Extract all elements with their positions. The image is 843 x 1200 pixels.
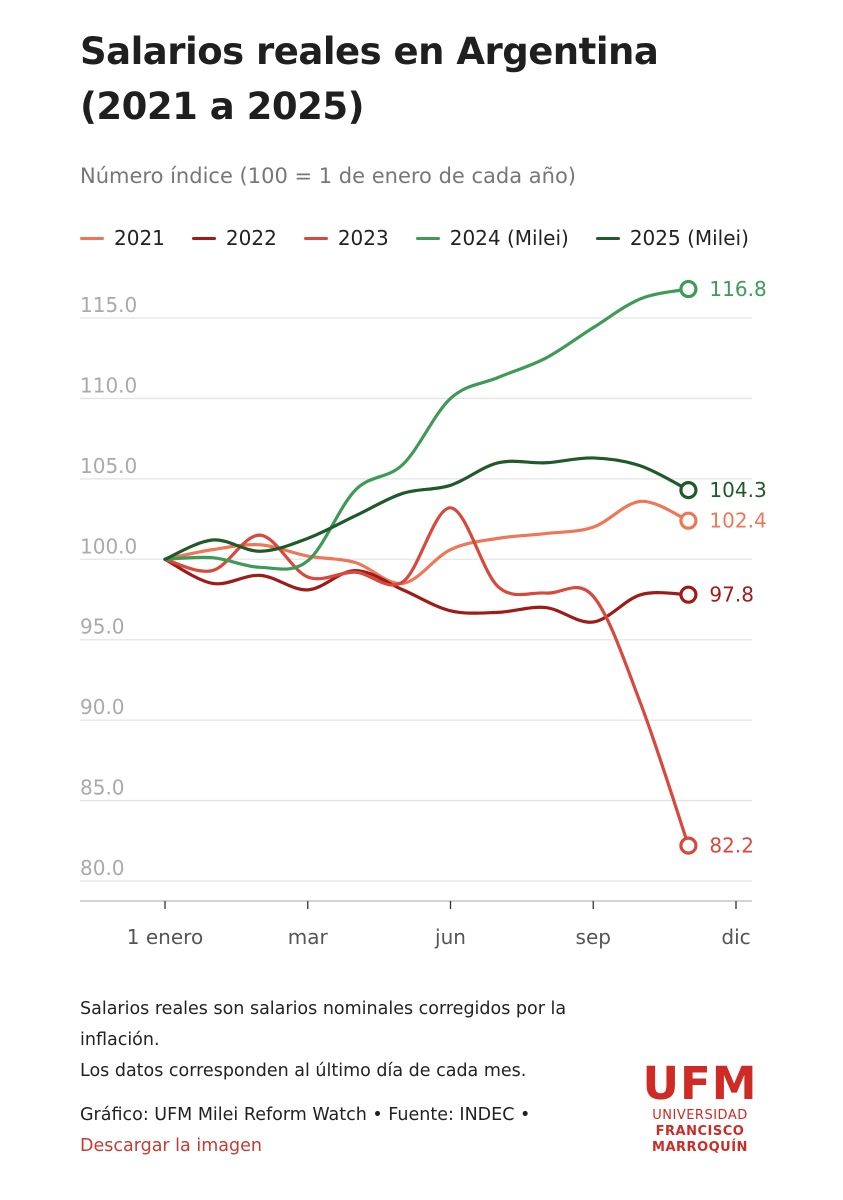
y-tick-label: 115.0 [80, 293, 137, 317]
x-tick-label: dic [721, 925, 750, 949]
legend-item-2025: 2025 (Milei) [595, 226, 749, 250]
legend-swatch-2022 [191, 236, 216, 240]
end-marker-2022 [679, 585, 698, 604]
logo-mark: UFM [642, 1057, 758, 1110]
end-label-2021: 102.4 [709, 509, 766, 533]
x-tick-label: sep [576, 925, 611, 949]
chart-title: Salarios reales en Argentina (2021 a 202… [80, 30, 659, 128]
y-tick-label: 105.0 [80, 454, 137, 478]
note-data-timing: Los datos corresponden al último día de … [80, 1061, 527, 1081]
logo-line-francisco: FRANCISCO [655, 1124, 745, 1139]
legend-label-2022: 2022 [225, 226, 277, 250]
end-marker-2025-milei [679, 481, 698, 500]
ufm-logo: UFM UNIVERSIDAD FRANCISCO MARROQUÍN [640, 1060, 760, 1156]
legend-swatch-2021 [80, 236, 104, 240]
legend-swatch-2025 [595, 236, 620, 240]
y-tick-label: 90.0 [80, 695, 125, 719]
series-line-2024-milei [163, 287, 691, 571]
end-marker-2024-milei [679, 280, 698, 299]
notes: Salarios reales son salarios nominales c… [80, 994, 640, 1087]
end-label-2024-milei: 116.8 [709, 280, 766, 301]
end-marker-2023 [679, 836, 698, 855]
download-image-link[interactable]: Descargar la imagen [80, 1136, 262, 1156]
legend-item-2021: 2021 [80, 226, 165, 250]
y-tick-label: 110.0 [80, 373, 137, 397]
legend-item-2024: 2024 (Milei) [415, 226, 569, 250]
end-label-2025-milei: 104.3 [709, 478, 766, 502]
legend-label-2024: 2024 (Milei) [449, 226, 569, 250]
line-chart: 80.0 85.0 90.0 95.0 100.0 105.0 110.0 115.0 1 en… [80, 280, 767, 949]
end-marker-2021 [679, 511, 698, 530]
legend-label-2021: 2021 [114, 226, 165, 250]
series-line-2022 [163, 557, 691, 624]
credit-source: Gráfico: UFM Milei Reform Watch • Fuente… [80, 1105, 531, 1125]
y-tick-label: 95.0 [80, 615, 125, 639]
logo-line-universidad: UNIVERSIDAD [652, 1108, 748, 1123]
note-inflation: Salarios reales son salarios nominales c… [80, 999, 567, 1050]
series-line-2021 [163, 499, 691, 586]
y-tick-label: 100.0 [80, 534, 137, 558]
end-label-2023: 82.2 [709, 834, 754, 858]
legend-swatch-2023 [303, 236, 328, 240]
legend-label-2025: 2025 (Milei) [629, 226, 749, 250]
series-line-2025-milei [163, 456, 691, 561]
x-tick-label: jun [434, 925, 466, 949]
x-tick-label: 1 enero [127, 925, 203, 949]
legend: 2021 2022 2023 2024 (Milei) 2025 (Milei) [80, 226, 776, 250]
credit: Gráfico: UFM Milei Reform Watch • Fuente… [80, 1100, 600, 1162]
y-tick-label: 80.0 [80, 856, 125, 880]
chart-subtitle: Número índice (100 = 1 de enero de cada … [80, 164, 577, 188]
series-line-2023 [163, 506, 691, 848]
legend-item-2023: 2023 [303, 226, 389, 250]
x-tick-label: mar [288, 925, 329, 949]
logo-line-marroquin: MARROQUÍN [652, 1140, 748, 1155]
legend-item-2022: 2022 [191, 226, 277, 250]
y-tick-label: 85.0 [80, 776, 125, 800]
end-label-2022: 97.8 [709, 583, 754, 607]
legend-label-2023: 2023 [337, 226, 389, 250]
legend-swatch-2024 [415, 236, 440, 240]
